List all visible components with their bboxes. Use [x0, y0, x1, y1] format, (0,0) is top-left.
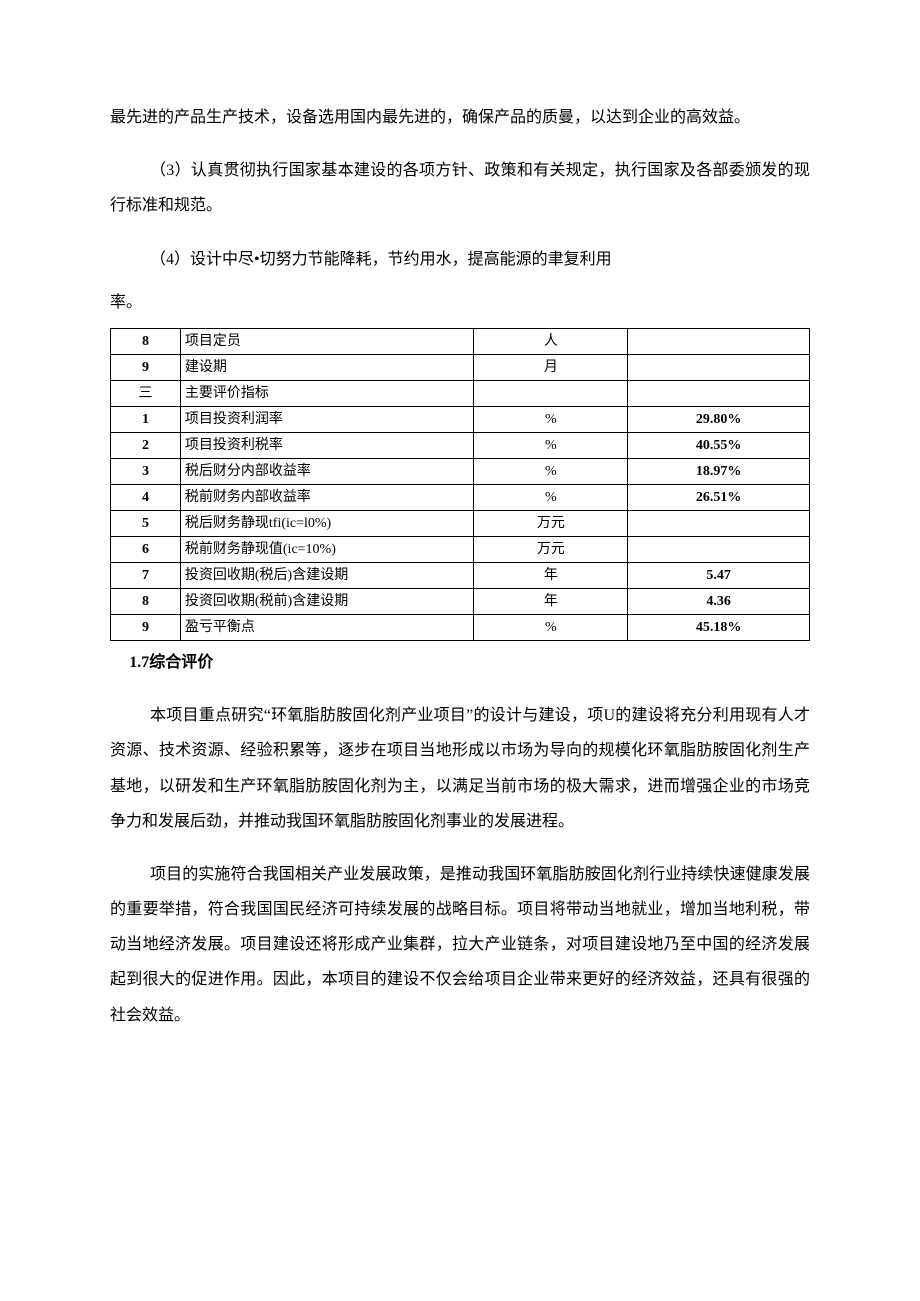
table-row: 8项目定员人 [111, 328, 810, 354]
row-unit: % [474, 458, 628, 484]
row-unit: 月 [474, 354, 628, 380]
row-name: 盈亏平衡点 [180, 614, 474, 640]
row-value [628, 328, 810, 354]
row-unit [474, 380, 628, 406]
row-value: 26.51% [628, 484, 810, 510]
section-body-1: 本项目重点研究“环氧脂肪胺固化剂产业项目”的设计与建设，项U的建设将充分利用现有… [110, 698, 810, 839]
paragraph-2: （3）认真贯彻执行国家基本建设的各项方针、政策和有关规定，执行国家及各部委颁发的… [110, 153, 810, 223]
row-name: 税前财务内部收益率 [180, 484, 474, 510]
section-body-2: 项目的实施符合我国相关产业发展政策，是推动我国环氧脂肪胺固化剂行业持续快速健康发… [110, 857, 810, 1033]
paragraph-1: 最先进的产品生产技术，设备选用国内最先进的，确保产品的质曼，以达到企业的高效益。 [110, 100, 810, 135]
section-title: 1.7综合评价 [110, 645, 810, 680]
table-row: 4税前财务内部收益率%26.51% [111, 484, 810, 510]
row-name: 投资回收期(税前)含建设期 [180, 588, 474, 614]
table-row: 8投资回收期(税前)含建设期年4.36 [111, 588, 810, 614]
row-unit: 人 [474, 328, 628, 354]
table-row: 5税后财务静现tfi(ic=l0%)万元 [111, 510, 810, 536]
row-number: 6 [111, 536, 181, 562]
row-unit: % [474, 484, 628, 510]
row-number: 4 [111, 484, 181, 510]
table-row: 6税前财务静现值(ic=10%)万元 [111, 536, 810, 562]
row-name: 项目定员 [180, 328, 474, 354]
table-row: 9建设期月 [111, 354, 810, 380]
row-value: 18.97% [628, 458, 810, 484]
paragraph-4: 率。 [110, 285, 810, 320]
row-unit: 年 [474, 562, 628, 588]
row-number: 5 [111, 510, 181, 536]
row-number: 2 [111, 432, 181, 458]
row-number: 8 [111, 328, 181, 354]
row-unit: % [474, 432, 628, 458]
table-row: 9盈亏平衡点%45.18% [111, 614, 810, 640]
paragraph-3: （4）设计中尽•切努力节能降耗，节约用水，提高能源的聿复利用 [110, 242, 810, 277]
indicator-table: 8项目定员人9建设期月三主要评价指标1项目投资利润率%29.80%2项目投资利税… [110, 328, 810, 641]
row-number: 7 [111, 562, 181, 588]
row-number: 9 [111, 354, 181, 380]
row-unit: 万元 [474, 536, 628, 562]
row-number: 三 [111, 380, 181, 406]
table-row: 1项目投资利润率%29.80% [111, 406, 810, 432]
row-value [628, 354, 810, 380]
table-row: 3税后财分内部收益率%18.97% [111, 458, 810, 484]
table-row: 三主要评价指标 [111, 380, 810, 406]
row-value [628, 510, 810, 536]
row-name: 主要评价指标 [180, 380, 474, 406]
row-value [628, 380, 810, 406]
row-value: 40.55% [628, 432, 810, 458]
table-row: 2项目投资利税率%40.55% [111, 432, 810, 458]
row-number: 8 [111, 588, 181, 614]
row-number: 1 [111, 406, 181, 432]
row-unit: % [474, 406, 628, 432]
row-value: 4.36 [628, 588, 810, 614]
row-number: 9 [111, 614, 181, 640]
row-value [628, 536, 810, 562]
row-name: 税后财分内部收益率 [180, 458, 474, 484]
row-unit: 万元 [474, 510, 628, 536]
row-name: 税后财务静现tfi(ic=l0%) [180, 510, 474, 536]
row-name: 投资回收期(税后)含建设期 [180, 562, 474, 588]
row-name: 税前财务静现值(ic=10%) [180, 536, 474, 562]
row-number: 3 [111, 458, 181, 484]
section-number: 1.7综合评价 [129, 654, 213, 671]
row-name: 建设期 [180, 354, 474, 380]
row-name: 项目投资利润率 [180, 406, 474, 432]
row-value: 29.80% [628, 406, 810, 432]
row-unit: 年 [474, 588, 628, 614]
row-value: 5.47 [628, 562, 810, 588]
table-row: 7投资回收期(税后)含建设期年5.47 [111, 562, 810, 588]
row-value: 45.18% [628, 614, 810, 640]
row-unit: % [474, 614, 628, 640]
row-name: 项目投资利税率 [180, 432, 474, 458]
